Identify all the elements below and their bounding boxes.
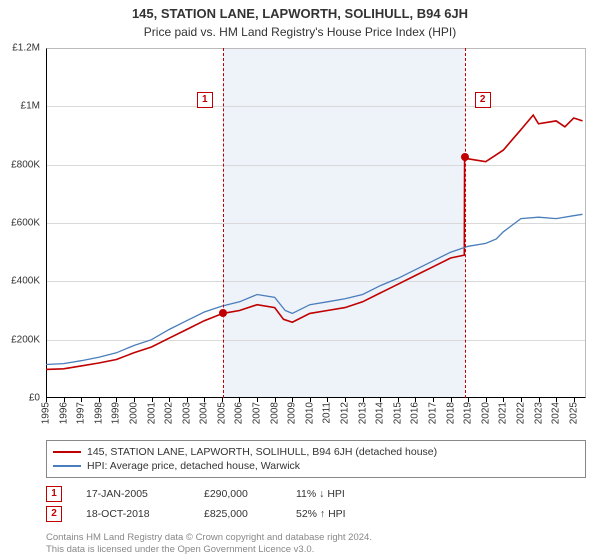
- legend: 145, STATION LANE, LAPWORTH, SOLIHULL, B…: [46, 440, 586, 478]
- x-tick-label: 2004: [199, 402, 210, 424]
- y-tick-label: £400K: [0, 276, 40, 287]
- y-tick-label: £800K: [0, 159, 40, 170]
- legend-swatch: [53, 465, 81, 467]
- x-tick-label: 2006: [234, 402, 245, 424]
- x-tick-label: 2008: [269, 402, 280, 424]
- sale-price: £825,000: [204, 508, 272, 520]
- footer-attribution: Contains HM Land Registry data © Crown c…: [46, 532, 372, 556]
- x-tick-label: 2017: [427, 402, 438, 424]
- x-tick-label: 2023: [533, 402, 544, 424]
- legend-swatch: [53, 451, 81, 453]
- x-tick-label: 2007: [252, 402, 263, 424]
- chart-title: 145, STATION LANE, LAPWORTH, SOLIHULL, B…: [0, 0, 600, 21]
- legend-item: 145, STATION LANE, LAPWORTH, SOLIHULL, B…: [53, 445, 579, 459]
- x-tick-label: 2021: [498, 402, 509, 424]
- y-tick-label: £0: [0, 393, 40, 404]
- x-tick-label: 2019: [463, 402, 474, 424]
- sale-marker-1: 1: [197, 92, 213, 108]
- sale-delta: 11% ↓ HPI: [296, 488, 364, 500]
- sale-delta: 52% ↑ HPI: [296, 508, 364, 520]
- sale-dot-1: [219, 309, 227, 317]
- sale-date: 18-OCT-2018: [86, 508, 180, 520]
- sale-dot-2: [461, 153, 469, 161]
- legend-item: HPI: Average price, detached house, Warw…: [53, 459, 579, 473]
- x-tick-label: 2010: [304, 402, 315, 424]
- x-tick-label: 1999: [111, 402, 122, 424]
- x-tick-label: 1997: [76, 402, 87, 424]
- legend-label: 145, STATION LANE, LAPWORTH, SOLIHULL, B…: [87, 446, 437, 458]
- x-tick-label: 2003: [181, 402, 192, 424]
- x-tick-label: 1995: [41, 402, 52, 424]
- sales-table: 1 17-JAN-2005 £290,000 11% ↓ HPI 2 18-OCT-201…: [46, 484, 364, 524]
- y-tick-label: £600K: [0, 218, 40, 229]
- chart-subtitle: Price paid vs. HM Land Registry's House …: [0, 21, 600, 39]
- x-tick-label: 2009: [287, 402, 298, 424]
- x-tick-label: 1996: [58, 402, 69, 424]
- plot-area: 12 £0£200K£400K£600K£800K£1M£1.2M 199519…: [46, 48, 586, 398]
- x-tick-label: 2016: [410, 402, 421, 424]
- y-tick-label: £200K: [0, 334, 40, 345]
- x-tick-label: 2014: [375, 402, 386, 424]
- x-tick-label: 2018: [445, 402, 456, 424]
- x-tick-label: 2012: [340, 402, 351, 424]
- sales-row-marker: 2: [46, 506, 62, 522]
- legend-label: HPI: Average price, detached house, Warw…: [87, 460, 300, 472]
- y-tick-label: £1.2M: [0, 43, 40, 54]
- x-tick-label: 1998: [93, 402, 104, 424]
- sale-marker-2: 2: [475, 92, 491, 108]
- x-tick-label: 2005: [216, 402, 227, 424]
- y-tick-label: £1M: [0, 101, 40, 112]
- series-price_paid: [46, 115, 583, 369]
- x-tick-label: 2020: [480, 402, 491, 424]
- x-tick-label: 2001: [146, 402, 157, 424]
- series-hpi: [46, 214, 583, 364]
- x-tick-label: 2022: [515, 402, 526, 424]
- x-tick-label: 2024: [551, 402, 562, 424]
- x-tick-label: 2025: [568, 402, 579, 424]
- footer-line-2: This data is licensed under the Open Gov…: [46, 544, 372, 556]
- x-tick-label: 2002: [164, 402, 175, 424]
- sales-row: 1 17-JAN-2005 £290,000 11% ↓ HPI: [46, 484, 364, 504]
- footer-line-1: Contains HM Land Registry data © Crown c…: [46, 532, 372, 544]
- line-series: [46, 48, 586, 398]
- x-tick-label: 2011: [322, 402, 333, 424]
- sales-row-marker: 1: [46, 486, 62, 502]
- chart-container: 145, STATION LANE, LAPWORTH, SOLIHULL, B…: [0, 0, 600, 560]
- sale-price: £290,000: [204, 488, 272, 500]
- x-tick-label: 2013: [357, 402, 368, 424]
- sale-date: 17-JAN-2005: [86, 488, 180, 500]
- x-tick-label: 2015: [392, 402, 403, 424]
- x-tick-label: 2000: [128, 402, 139, 424]
- sales-row: 2 18-OCT-2018 £825,000 52% ↑ HPI: [46, 504, 364, 524]
